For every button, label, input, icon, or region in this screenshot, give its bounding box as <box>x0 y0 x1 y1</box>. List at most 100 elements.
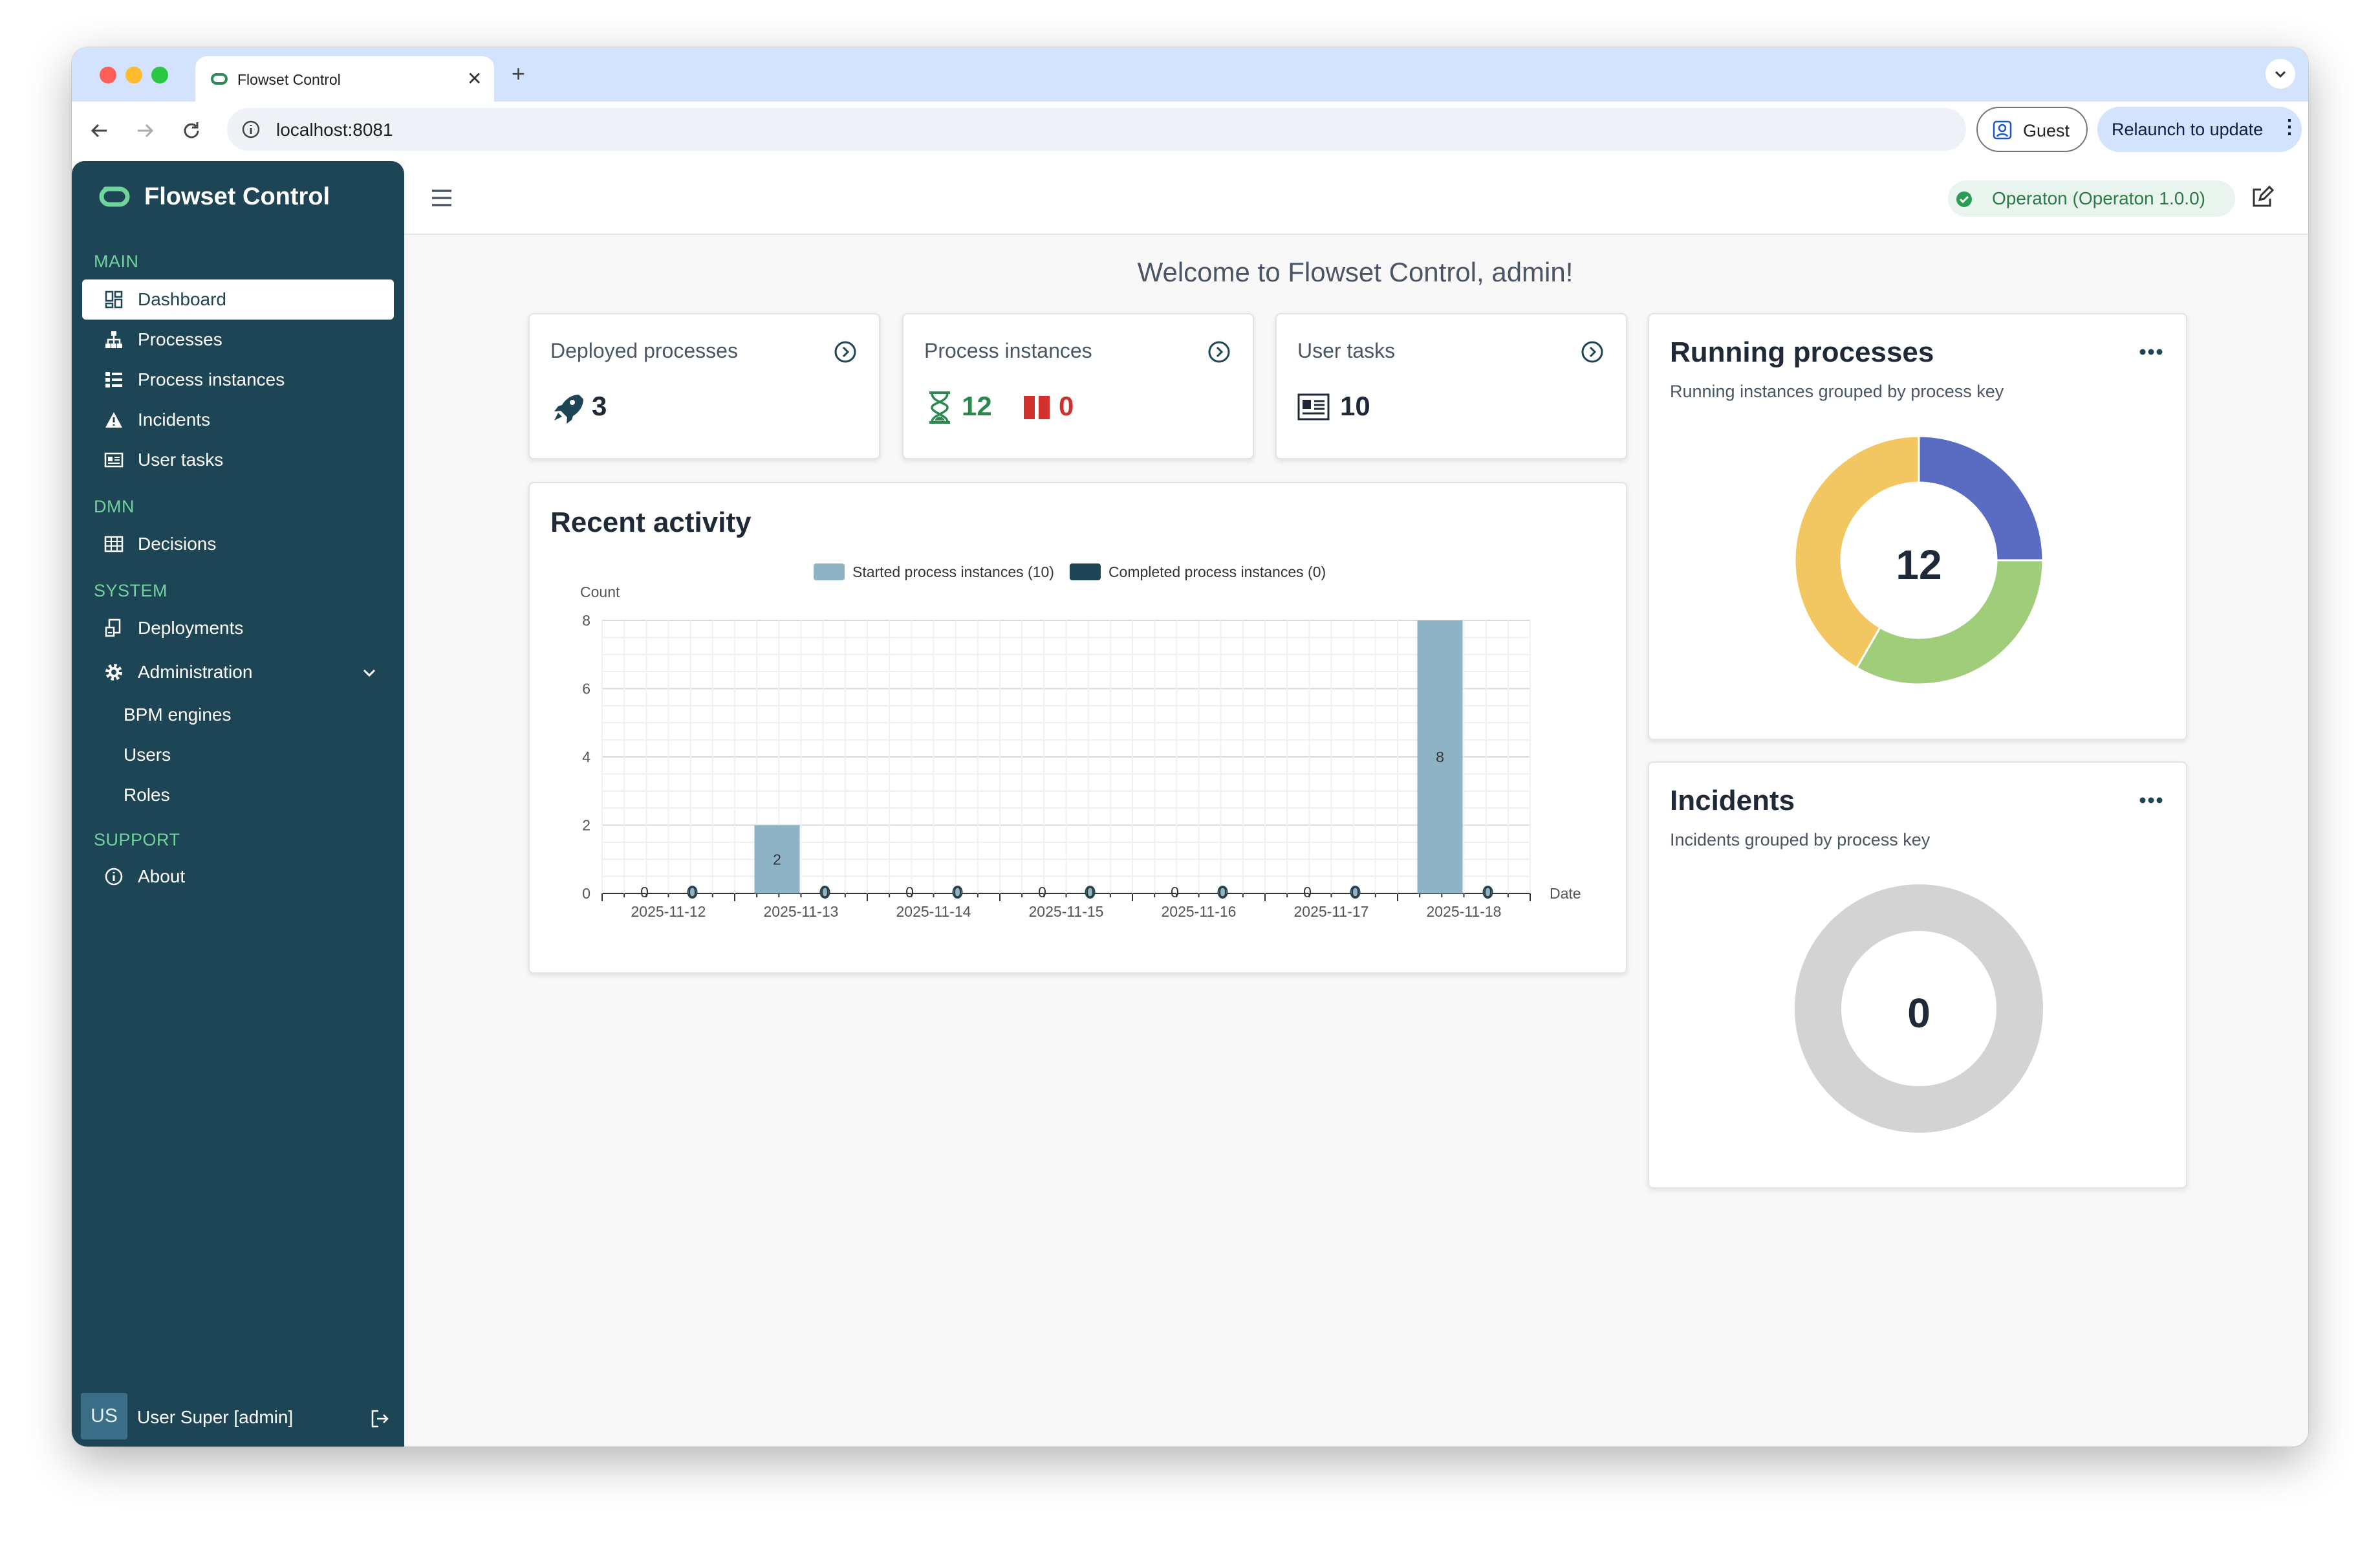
sidebar-item-users[interactable]: Users <box>124 745 171 765</box>
sidebar-item-deployments[interactable]: Deployments <box>82 608 394 648</box>
profile-icon <box>1993 120 2012 140</box>
arrow-circle-right-icon[interactable] <box>1207 340 1231 364</box>
flowset-logo-icon <box>99 186 130 207</box>
guest-profile-button[interactable]: Guest <box>1976 107 2088 152</box>
data-label: 0 <box>688 884 697 901</box>
x-axis-label: Date <box>1550 885 1581 902</box>
section-dmn: DMN <box>94 497 135 516</box>
arrow-circle-right-icon[interactable] <box>834 340 857 364</box>
dashboard-icon <box>103 289 125 311</box>
user-tasks-count: 10 <box>1340 391 1370 421</box>
process-instances-card[interactable]: Process instances 12 0 <box>902 313 1254 459</box>
deployed-count: 3 <box>592 391 607 421</box>
sidebar-item-label: Deployments <box>138 618 244 638</box>
address-bar[interactable]: localhost:8081 <box>227 108 1966 151</box>
more-options-icon[interactable] <box>2139 348 2163 356</box>
card-title: Running processes <box>1670 336 1934 368</box>
data-label: 0 <box>905 884 914 901</box>
chevron-down-icon[interactable] <box>360 664 378 682</box>
user-tasks-card[interactable]: User tasks 10 <box>1275 313 1627 459</box>
y-tick-label: 4 <box>582 749 590 765</box>
sidebar-item-bpm-engines[interactable]: BPM engines <box>124 705 232 725</box>
deploy-icon <box>103 617 125 639</box>
user-name: User Super [admin] <box>137 1407 294 1427</box>
logout-icon[interactable] <box>369 1408 390 1429</box>
section-main: MAIN <box>94 252 139 271</box>
id-card-icon <box>1297 393 1330 421</box>
main-content: Operaton (Operaton 1.0.0) Welcome to Flo… <box>404 161 2308 1447</box>
sidebar-item-label: About <box>138 866 186 886</box>
brand-name: Flowset Control <box>144 182 330 210</box>
y-axis-label: Count <box>580 584 620 600</box>
engine-status-text: Operaton (Operaton 1.0.0) <box>1992 188 2205 208</box>
sidebar-item-decisions[interactable]: Decisions <box>82 524 394 564</box>
arrow-circle-right-icon[interactable] <box>1581 340 1604 364</box>
x-tick-label: 2025-11-18 <box>1427 903 1502 920</box>
section-support: SUPPORT <box>94 830 180 849</box>
y-tick-label: 8 <box>582 612 590 629</box>
x-tick-label: 2025-11-15 <box>1029 903 1104 920</box>
sidebar-item-administration[interactable]: Administration <box>82 652 394 692</box>
warning-icon <box>103 409 125 431</box>
top-bar: Operaton (Operaton 1.0.0) <box>404 161 2308 235</box>
sidebar-item-label: Dashboard <box>138 289 226 309</box>
donut-slice <box>1855 559 2044 686</box>
donut-slice <box>1918 435 2044 562</box>
sidebar-item-roles[interactable]: Roles <box>124 785 170 805</box>
sidebar-item-about[interactable]: About <box>82 857 394 897</box>
sidebar-item-incidents[interactable]: Incidents <box>82 400 394 440</box>
brand[interactable]: Flowset Control <box>94 180 330 213</box>
sidebar-item-label: Administration <box>138 662 253 682</box>
sidebar-item-process-instances[interactable]: Process instances <box>82 360 394 400</box>
back-arrow-icon[interactable] <box>89 120 111 142</box>
tab-bar: Flowset Control ✕ + <box>72 47 2308 102</box>
info-icon <box>103 866 125 888</box>
reload-icon[interactable] <box>180 120 202 142</box>
sidebar: Flowset Control MAIN Dashboard Processes… <box>72 161 404 1447</box>
sidebar-item-dashboard[interactable]: Dashboard <box>82 279 394 320</box>
sidebar-item-label: Decisions <box>138 534 217 554</box>
x-tick-label: 2025-11-16 <box>1162 903 1237 920</box>
more-options-icon[interactable] <box>2139 796 2163 804</box>
card-subtitle: Incidents grouped by process key <box>1670 830 1931 849</box>
guest-label: Guest <box>2023 121 2070 140</box>
data-label: 0 <box>1303 884 1312 901</box>
tab-search-button[interactable] <box>2266 59 2295 89</box>
browser-window: Flowset Control ✕ + localhost:8081 Guest… <box>72 47 2308 1447</box>
list-icon <box>103 369 125 391</box>
sidebar-item-processes[interactable]: Processes <box>82 320 394 360</box>
zero-marker <box>1482 886 1493 899</box>
zero-marker <box>1217 886 1228 899</box>
y-tick-label: 2 <box>582 817 590 834</box>
chevron-down-icon <box>2275 71 2286 78</box>
new-tab-icon[interactable]: + <box>512 60 526 87</box>
edit-icon[interactable] <box>2251 186 2274 209</box>
data-label: 2 <box>773 851 781 868</box>
relaunch-button[interactable]: Relaunch to update ⋮ <box>2097 107 2302 152</box>
forward-arrow-icon[interactable] <box>134 120 156 142</box>
avatar[interactable]: US <box>81 1393 127 1439</box>
sidebar-item-label: Incidents <box>138 410 211 430</box>
y-tick-label: 0 <box>582 885 590 902</box>
running-instances-count: 12 <box>962 391 992 421</box>
engine-status-badge[interactable]: Operaton (Operaton 1.0.0) <box>1948 180 2235 217</box>
close-window-button[interactable] <box>100 67 116 83</box>
x-tick-label: 2025-11-12 <box>631 903 706 920</box>
site-info-icon[interactable] <box>241 120 261 139</box>
welcome-heading: Welcome to Flowset Control, admin! <box>1137 257 1574 287</box>
data-label: 0 <box>1218 884 1227 901</box>
minimize-window-button[interactable] <box>125 67 142 83</box>
browser-tab[interactable]: Flowset Control ✕ <box>195 56 494 102</box>
deployed-processes-card[interactable]: Deployed processes 3 <box>528 313 880 459</box>
incidents-donut <box>1795 884 2043 1133</box>
hamburger-menu-icon[interactable] <box>430 187 453 209</box>
zero-marker <box>687 886 698 899</box>
rocket-icon <box>554 395 583 424</box>
sidebar-item-user-tasks[interactable]: User tasks <box>82 440 394 480</box>
running-processes-card: Running processes Running instances grou… <box>1648 313 2187 740</box>
kebab-menu-icon[interactable]: ⋮ <box>2280 116 2299 138</box>
close-tab-icon[interactable]: ✕ <box>467 69 482 89</box>
maximize-window-button[interactable] <box>151 67 168 83</box>
x-tick-label: 2025-11-14 <box>896 903 971 920</box>
app: Flowset Control MAIN Dashboard Processes… <box>72 161 2308 1447</box>
